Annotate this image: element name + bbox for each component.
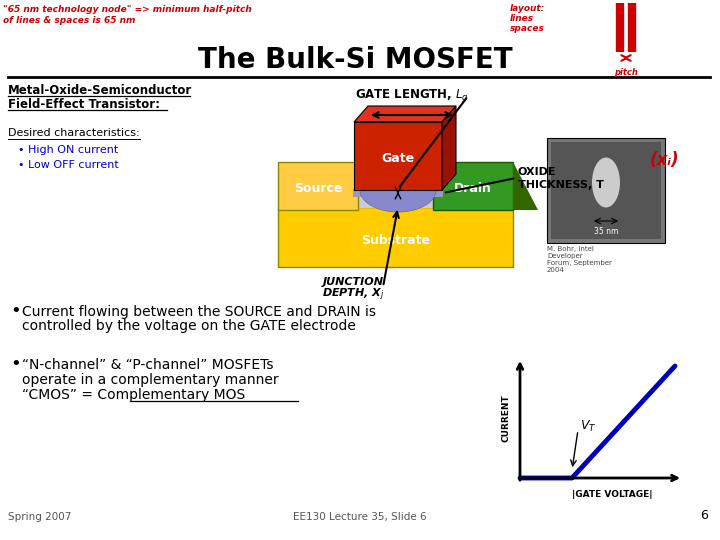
Text: Field-Effect Transistor:: Field-Effect Transistor: xyxy=(8,98,160,111)
Text: controlled by the voltage on the GATE electrode: controlled by the voltage on the GATE el… xyxy=(22,319,356,333)
Polygon shape xyxy=(360,190,436,212)
Text: “CMOS” = Complementary MOS: “CMOS” = Complementary MOS xyxy=(22,388,246,402)
Bar xyxy=(354,122,442,190)
Text: of lines & spaces is 65 nm: of lines & spaces is 65 nm xyxy=(3,16,135,25)
Text: operate in a complementary manner: operate in a complementary manner xyxy=(22,373,279,387)
Bar xyxy=(278,162,358,210)
Text: "65 nm technology node" => minimum half-pitch: "65 nm technology node" => minimum half-… xyxy=(3,5,252,14)
Bar xyxy=(353,189,443,197)
Polygon shape xyxy=(354,106,456,122)
Text: •: • xyxy=(10,302,21,320)
Bar xyxy=(551,142,661,239)
Text: Spring 2007: Spring 2007 xyxy=(8,512,71,522)
Bar xyxy=(433,162,513,210)
Text: spaces: spaces xyxy=(510,24,545,33)
Bar xyxy=(547,138,665,243)
Text: DEPTH, X$_j$: DEPTH, X$_j$ xyxy=(322,287,384,303)
Text: Metal-Oxide-Semiconductor: Metal-Oxide-Semiconductor xyxy=(8,84,192,97)
Text: The Bulk-Si MOSFET: The Bulk-Si MOSFET xyxy=(198,46,513,74)
Bar xyxy=(278,207,513,267)
Text: THICKNESS, T: THICKNESS, T xyxy=(518,180,604,190)
Text: Desired characteristics:: Desired characteristics: xyxy=(8,128,140,138)
Text: layout:: layout: xyxy=(510,4,545,13)
Polygon shape xyxy=(513,162,538,210)
Text: Substrate: Substrate xyxy=(361,233,430,246)
Text: Current flowing between the SOURCE and DRAIN is: Current flowing between the SOURCE and D… xyxy=(22,305,376,319)
Text: Gate: Gate xyxy=(382,152,415,165)
Text: “N-channel” & “P-channel” MOSFETs: “N-channel” & “P-channel” MOSFETs xyxy=(22,358,274,372)
Text: Drain: Drain xyxy=(454,183,492,195)
Text: EE130 Lecture 35, Slide 6: EE130 Lecture 35, Slide 6 xyxy=(293,512,427,522)
Text: • Low OFF current: • Low OFF current xyxy=(18,160,119,170)
Text: M. Bohr, Intel
Developer
Forum, September
2004: M. Bohr, Intel Developer Forum, Septembe… xyxy=(547,246,612,273)
Text: |GATE VOLTAGE|: |GATE VOLTAGE| xyxy=(572,490,653,499)
Text: 35 nm: 35 nm xyxy=(594,226,618,235)
Text: $V_T$: $V_T$ xyxy=(580,418,596,434)
Text: OXIDE: OXIDE xyxy=(518,167,557,177)
Text: CURRENT: CURRENT xyxy=(502,394,510,442)
Text: JUNCTION: JUNCTION xyxy=(323,277,384,287)
Ellipse shape xyxy=(592,158,620,207)
Text: Source: Source xyxy=(294,183,342,195)
Text: • High ON current: • High ON current xyxy=(18,145,118,155)
Polygon shape xyxy=(442,106,456,190)
Bar xyxy=(278,190,513,208)
Text: pitch: pitch xyxy=(614,68,638,77)
Text: lines: lines xyxy=(510,14,534,23)
Text: GATE LENGTH, $L_g$: GATE LENGTH, $L_g$ xyxy=(355,87,469,105)
Text: •: • xyxy=(10,355,21,373)
Text: 6: 6 xyxy=(700,509,708,522)
Text: (xᵢ): (xᵢ) xyxy=(650,151,680,169)
